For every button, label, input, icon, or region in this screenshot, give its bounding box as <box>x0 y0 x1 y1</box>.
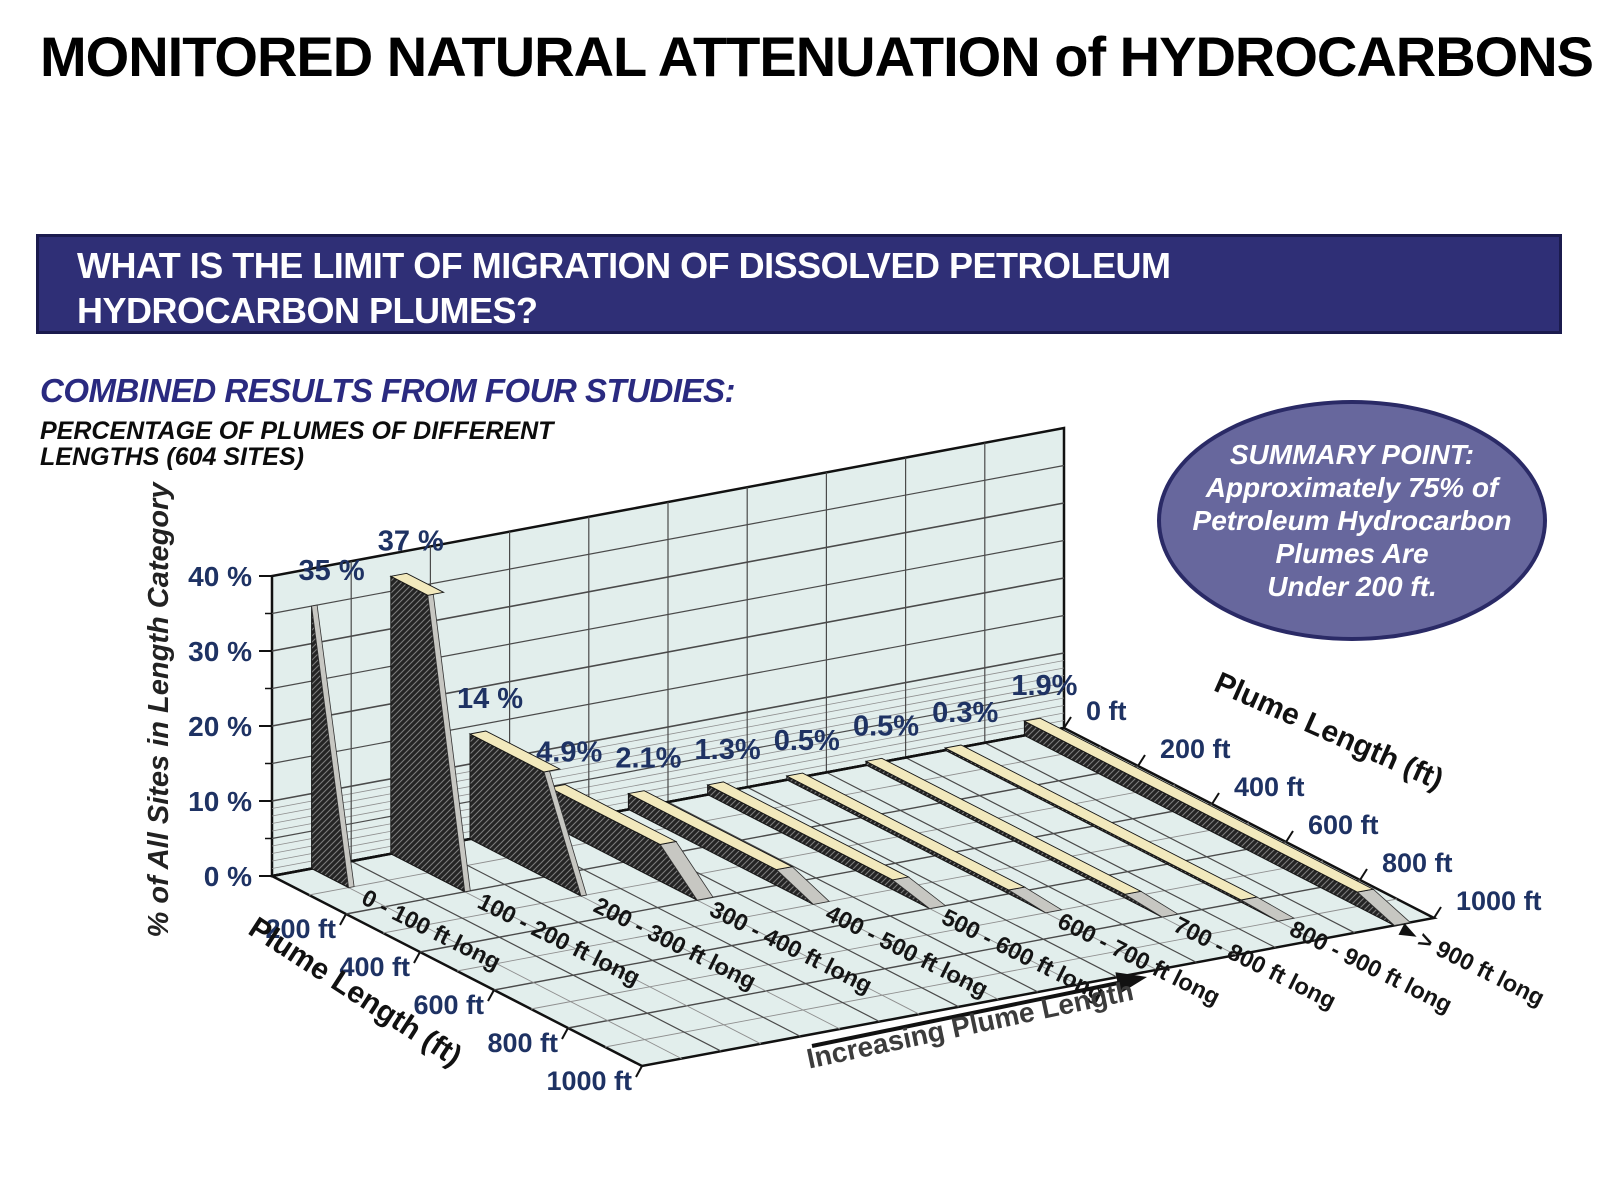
increasing-arrow-line <box>811 981 1119 1048</box>
grid-line <box>746 786 1118 978</box>
depth-tick-label-right: 400 ft <box>1234 772 1305 802</box>
value-label: 0.5% <box>774 725 840 757</box>
value-label: 4.9% <box>536 737 602 769</box>
ribbon-top-4 <box>547 784 678 845</box>
y-tick-label: 30 % <box>188 636 252 667</box>
ribbon-top-6 <box>706 781 910 881</box>
grid-line <box>667 801 1039 993</box>
depth-axis-tick <box>339 913 347 926</box>
grid-line <box>984 742 1356 934</box>
question-banner-line2: HYDROCARBON PLUMES? <box>77 290 538 331</box>
ribbon-top-7 <box>785 772 1026 891</box>
depth-axis-tick <box>1063 716 1072 729</box>
summary-title: SUMMARY POINT: <box>1229 439 1475 470</box>
value-label: 14 % <box>457 683 523 715</box>
y-tick-label: 10 % <box>188 786 252 817</box>
chart-subtitle-line2: LENGTHS (604 SITES) <box>40 443 304 471</box>
depth-tick-label-left: 800 ft <box>487 1028 558 1058</box>
value-label: 2.1% <box>615 743 681 775</box>
summary-line: Approximately 75% of <box>1205 472 1499 503</box>
ribbon-tip-arrow-icon <box>1398 923 1417 937</box>
y-tick-label: 40 % <box>188 561 252 592</box>
summary-line: Petroleum Hydrocarbon <box>1192 505 1512 536</box>
increasing-arrow-head-icon <box>1115 972 1147 994</box>
depth-tick-label-left: 1000 ft <box>546 1066 632 1096</box>
grid-line <box>905 757 1276 949</box>
depth-tick-label-right: 0 ft <box>1086 696 1127 726</box>
combined-results-heading: COMBINED RESULTS FROM FOUR STUDIES: <box>40 372 736 409</box>
summary-point-callout: SUMMARY POINT: Approximately 75% of Petr… <box>1157 400 1547 641</box>
grid-line <box>350 860 722 1052</box>
value-label: 35 % <box>299 555 365 587</box>
ribbon-top-8 <box>864 757 1143 895</box>
ribbon-top-9 <box>943 744 1259 901</box>
question-banner: WHAT IS THE LIMIT OF MIGRATION OF DISSOL… <box>36 234 1562 334</box>
page-title: MONITORED NATURAL ATTENUATION of HYDROCA… <box>40 25 1594 88</box>
y-tick-label: 20 % <box>188 711 252 742</box>
value-label: 1.9% <box>1011 670 1077 702</box>
grid-line <box>826 771 1197 963</box>
depth-axis-tick <box>1137 754 1146 767</box>
grid-line <box>311 868 682 1060</box>
depth-tick-label-left: 400 ft <box>339 952 410 982</box>
depth-tick-label-left: 200 ft <box>265 914 336 944</box>
chart-subtitle: PERCENTAGE OF PLUMES OF DIFFERENT LENGTH… <box>40 418 553 470</box>
value-label: 37 % <box>378 525 444 557</box>
depth-axis-tick <box>1211 792 1220 805</box>
value-label: 1.3% <box>695 734 761 766</box>
depth-tick-label-right: 200 ft <box>1160 734 1231 764</box>
value-label: 0.5% <box>853 710 919 742</box>
depth-axis-tick <box>1359 868 1368 881</box>
y-tick-label: 0 % <box>204 861 252 892</box>
depth-axis-tick <box>487 989 495 1002</box>
question-banner-line1: WHAT IS THE LIMIT OF MIGRATION OF DISSOL… <box>77 245 1171 286</box>
ribbon-tip-1 <box>311 604 355 889</box>
ribbon-top-3 <box>468 730 562 773</box>
depth-tick-label-left: 600 ft <box>413 990 484 1020</box>
depth-axis-tick <box>1285 830 1294 843</box>
summary-line: Plumes Are <box>1275 538 1429 569</box>
depth-axis-tick <box>561 1027 569 1040</box>
depth-axis-tick <box>1433 906 1442 919</box>
chart-subtitle-line1: PERCENTAGE OF PLUMES OF DIFFERENT <box>40 417 554 445</box>
depth-tick-label-right: 800 ft <box>1382 848 1453 878</box>
depth-axis-tick <box>413 951 421 964</box>
depth-axis-tick <box>635 1065 643 1078</box>
depth-tick-label-right: 1000 ft <box>1456 886 1542 916</box>
y-axis-title: % of All Sites in Length Category <box>143 481 175 938</box>
ribbon-top-2 <box>389 572 445 596</box>
value-label: 0.3% <box>932 697 998 729</box>
ribbon-top-5 <box>627 790 794 871</box>
ribbon-top-10 <box>1023 717 1375 893</box>
grid-line <box>430 845 801 1037</box>
depth-tick-label-right: 600 ft <box>1308 810 1379 840</box>
summary-line: Under 200 ft. <box>1267 571 1437 602</box>
